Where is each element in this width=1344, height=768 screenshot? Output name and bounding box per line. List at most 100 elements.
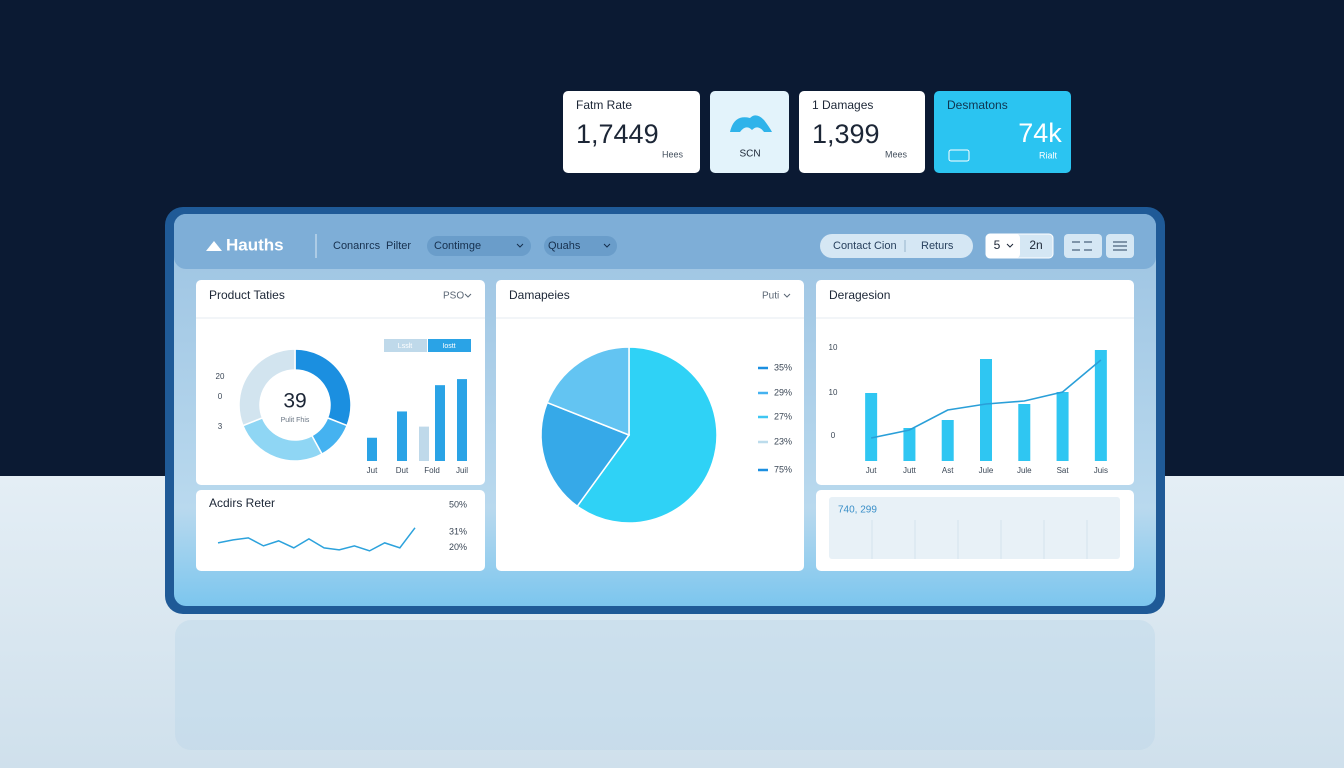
axis-label: 20 <box>216 372 225 381</box>
pager-item[interactable]: 5 <box>994 238 1001 252</box>
menu-icon <box>1113 241 1127 251</box>
x-tick-label: Juis <box>1094 466 1108 475</box>
bar <box>1056 392 1069 461</box>
legend-swatch <box>384 339 427 352</box>
panel-value: 740, 299 <box>838 505 877 516</box>
x-tick-label: Fold <box>424 466 440 475</box>
stat-value: 74k <box>1018 118 1062 148</box>
nav-link[interactable]: Conanrcs <box>333 240 381 252</box>
pie-slice <box>540 401 631 508</box>
bar <box>1094 350 1107 461</box>
chevron <box>516 243 524 248</box>
stat-label: SCN <box>739 149 760 160</box>
bar <box>903 428 916 461</box>
legend-label: 35% <box>774 362 792 372</box>
bar <box>865 393 878 461</box>
action[interactable]: Contact Cion <box>833 240 897 252</box>
panel <box>196 490 485 571</box>
stat-unit: Rialt <box>1039 150 1058 160</box>
axis-label: 10 <box>829 343 838 352</box>
donut-center-label: Pulit Fhis <box>281 417 310 424</box>
x-tick-label: Jule <box>979 466 994 475</box>
axis-label: 0 <box>218 392 223 401</box>
dropdown-label: Quahs <box>548 240 581 252</box>
bar <box>1018 404 1031 461</box>
legend-label: 23% <box>774 436 792 446</box>
bar <box>435 385 445 461</box>
x-tick-label: Jule <box>1017 466 1032 475</box>
legend-swatch <box>428 339 471 352</box>
stat-value: 1,399 <box>812 119 880 149</box>
bar <box>397 411 407 461</box>
donut-center-value: 39 <box>283 390 306 413</box>
stat-card <box>710 91 789 173</box>
x-tick-label: Ast <box>942 466 954 475</box>
donut-segment <box>238 348 296 427</box>
legend-label: Lsslt <box>398 343 412 350</box>
nav-link[interactable]: Pilter <box>386 240 411 252</box>
icon-button[interactable] <box>1064 234 1102 258</box>
reflection <box>175 620 1155 750</box>
line <box>870 359 1102 439</box>
panel <box>816 280 1134 485</box>
chevron <box>783 293 791 298</box>
brand-icon <box>206 241 222 251</box>
chevron <box>464 293 472 298</box>
bar <box>457 379 467 461</box>
x-tick-label: Dut <box>396 466 409 475</box>
bar <box>980 359 992 461</box>
panel-title: Deragesion <box>829 288 890 302</box>
panel-title: Damapeies <box>509 288 570 302</box>
x-tick-label: Jut <box>367 466 378 475</box>
stat-icon <box>948 149 970 162</box>
y-tick-label: 31% <box>449 527 467 537</box>
dropdown[interactable] <box>544 236 617 256</box>
panel-title: Acdirs Reter <box>209 496 275 510</box>
action-pill <box>820 234 973 258</box>
stat-label: 1 Damages <box>812 98 873 112</box>
stat-label: Desmatons <box>947 98 1008 112</box>
tool-icon <box>1072 241 1092 251</box>
stat-unit: Mees <box>885 149 908 159</box>
line <box>217 527 416 552</box>
panel-filter[interactable]: Puti <box>762 291 779 302</box>
x-tick-label: Jutt <box>903 466 917 475</box>
x-tick-label: Sat <box>1057 466 1070 475</box>
axis-label: 0 <box>831 431 836 440</box>
pie-slice <box>546 346 630 437</box>
stat-card <box>934 91 1071 173</box>
x-tick-label: Jut <box>866 466 877 475</box>
pager-item[interactable]: 2n <box>1029 238 1042 252</box>
stat-unit: Hees <box>662 149 684 159</box>
stat-icon <box>730 115 772 132</box>
bar <box>419 426 429 461</box>
dropdown[interactable] <box>427 236 531 256</box>
pager-active <box>986 234 1020 258</box>
area-placeholder <box>829 497 1120 559</box>
stat-value: 1,7449 <box>576 119 659 149</box>
legend-label: 75% <box>774 464 792 474</box>
axis-label: 10 <box>829 388 838 397</box>
legend-label: Iostt <box>442 343 455 350</box>
dropdown-label: Contimge <box>434 240 481 252</box>
y-tick-label: 20% <box>449 542 467 552</box>
legend-label: 29% <box>774 387 792 397</box>
panel-title: Product Taties <box>209 288 285 302</box>
bar <box>941 420 954 461</box>
y-tick-label: 50% <box>449 499 467 509</box>
stat-card <box>799 91 925 173</box>
action[interactable]: Returs <box>921 240 954 252</box>
stat-label: Fatm Rate <box>576 98 632 112</box>
placeholder-grid <box>871 520 1088 559</box>
brand: Hauths <box>226 235 284 254</box>
axis-label: 3 <box>218 422 223 431</box>
chevron <box>603 243 611 248</box>
bar <box>367 437 377 461</box>
charts: 39 Pulit Fhis Lsslt Iostt Jut Dut Fold Juil 20 0 3… <box>216 339 1108 552</box>
pie-slice <box>576 346 718 524</box>
panel-filter[interactable]: PSO <box>443 291 464 302</box>
stat-card <box>563 91 700 173</box>
chevron <box>1006 243 1014 248</box>
